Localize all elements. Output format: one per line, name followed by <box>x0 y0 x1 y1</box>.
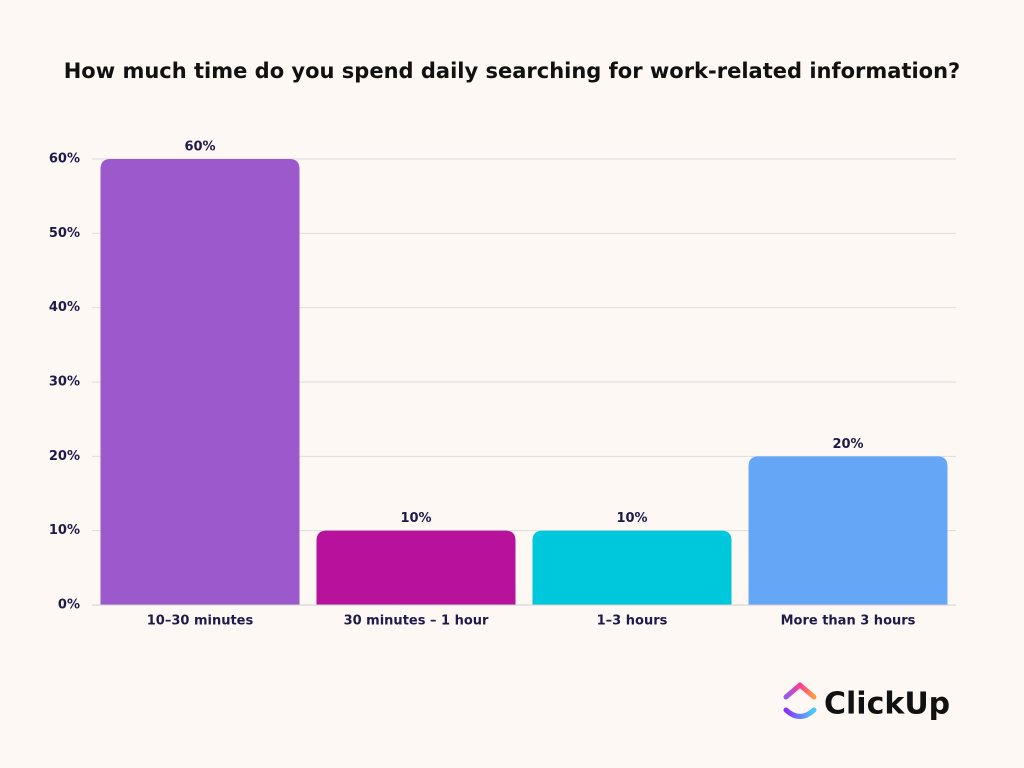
x-tick-label: 10–30 minutes <box>147 614 254 629</box>
value-label: 10% <box>616 511 647 526</box>
bar <box>532 530 732 605</box>
logo-text: ClickUp <box>824 687 950 722</box>
x-tick-label: 1–3 hours <box>597 614 668 629</box>
value-label: 10% <box>400 511 431 526</box>
y-tick-label: 20% <box>49 449 80 464</box>
y-tick-label: 30% <box>49 375 80 390</box>
y-tick-label: 50% <box>49 226 80 241</box>
value-label: 20% <box>832 437 863 452</box>
y-tick-label: 40% <box>49 300 80 315</box>
bar <box>316 530 516 605</box>
logo-icon-top <box>783 682 817 700</box>
value-label: 60% <box>184 140 215 155</box>
y-tick-label: 60% <box>49 152 80 167</box>
x-tick-label: 30 minutes – 1 hour <box>344 614 489 629</box>
logo: ClickUp <box>783 682 950 722</box>
chart-title: How much time do you spend daily searchi… <box>64 59 961 83</box>
x-tick-label: More than 3 hours <box>781 614 916 629</box>
logo-icon-bottom <box>783 707 817 719</box>
y-tick-label: 10% <box>49 523 80 538</box>
bar <box>100 159 300 605</box>
y-tick-label: 0% <box>58 598 80 613</box>
bar <box>748 456 948 605</box>
